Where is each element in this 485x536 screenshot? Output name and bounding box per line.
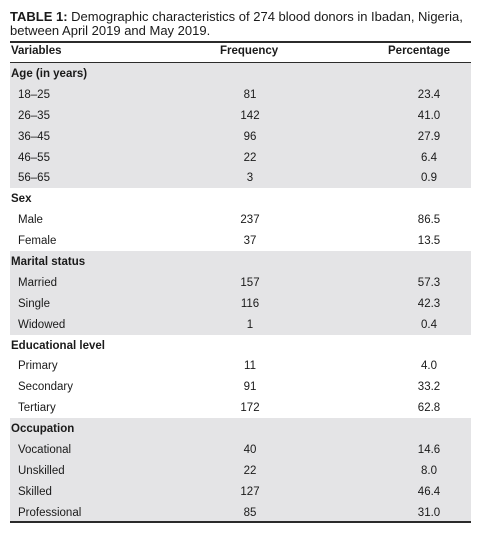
top-rule: [10, 41, 471, 43]
row-label: 26–35: [18, 109, 50, 122]
group-title: Age (in years): [11, 68, 88, 80]
row-frequency: 22: [243, 464, 257, 477]
row-label: 36–45: [18, 130, 50, 143]
table-row: Vocational 40 14.6: [10, 439, 471, 460]
table-group-header: Age (in years): [10, 63, 471, 84]
row-label: Skilled: [18, 485, 52, 498]
header-rule: [10, 62, 471, 63]
table-row: Unskilled 22 8.0: [10, 459, 471, 481]
row-label: Widowed: [18, 318, 66, 331]
table-row: Professional 85 31.0: [10, 501, 471, 523]
bottom-rule: [10, 521, 471, 523]
group-title: Marital status: [11, 256, 86, 269]
row-label: Male: [18, 214, 43, 227]
row-percentage: 8.0: [421, 464, 437, 477]
row-frequency: 11: [244, 360, 256, 373]
row-percentage: 33.2: [417, 381, 441, 394]
table-body: Age (in years) 18–25 81 23.4 26–35 142 41.0 36–…: [10, 63, 471, 523]
row-percentage: 0.4: [421, 318, 437, 331]
row-frequency: 37: [243, 235, 257, 248]
row-frequency: 91: [243, 381, 257, 394]
row-percentage: 6.4: [421, 151, 437, 164]
table-group-header: Sex: [10, 188, 471, 209]
table-caption: TABLE 1: Demographic characteristics of …: [10, 10, 478, 38]
row-frequency: 81: [243, 88, 257, 101]
row-label: Primary: [18, 360, 58, 373]
table-row: Skilled 127 46.4: [10, 480, 471, 502]
row-frequency: 172: [240, 402, 260, 415]
row-frequency: 3: [246, 172, 254, 185]
row-percentage: 4.0: [421, 360, 437, 373]
caption-label: TABLE 1:: [10, 9, 68, 24]
row-frequency: 96: [243, 130, 257, 143]
header-frequency: Frequency: [220, 45, 279, 57]
table-group-header: Occupation: [10, 418, 471, 440]
table-row: Married 157 57.3: [10, 271, 471, 293]
table-row: Tertiary 172 62.8: [10, 397, 471, 418]
group-title: Educational level: [11, 339, 105, 352]
row-percentage: 41.0: [417, 109, 441, 122]
row-percentage: 46.4: [417, 485, 441, 498]
table-row: 26–35 142 41.0: [10, 104, 471, 126]
table-row: 36–45 96 27.9: [10, 125, 471, 147]
row-percentage: 31.0: [417, 506, 441, 519]
row-percentage: 62.8: [417, 402, 441, 415]
row-frequency: 22: [243, 151, 257, 164]
row-label: Single: [18, 297, 50, 310]
row-label: 18–25: [18, 88, 50, 101]
caption-text: Demographic characteristics of 274 blood…: [10, 9, 463, 38]
row-frequency: 116: [240, 297, 260, 310]
row-label: 56–65: [18, 172, 50, 185]
table-row: Primary 11 4.0: [10, 355, 471, 376]
table-row: 56–65 3 0.9: [10, 167, 471, 189]
header-percentage: Percentage: [388, 45, 451, 57]
row-percentage: 42.3: [417, 297, 441, 310]
row-frequency: 237: [240, 214, 260, 227]
row-percentage: 14.6: [417, 444, 441, 457]
table-group-header: Marital status: [10, 251, 471, 272]
table-header: Variables Frequency Percentage: [10, 43, 471, 62]
row-frequency: 157: [240, 276, 260, 289]
row-label: Professional: [18, 506, 82, 519]
header-variables: Variables: [11, 45, 62, 57]
row-percentage: 13.5: [417, 235, 441, 248]
row-frequency: 142: [240, 109, 260, 122]
group-title: Sex: [11, 193, 32, 206]
row-frequency: 85: [243, 506, 257, 519]
table-row: Single 116 42.3: [10, 292, 471, 314]
table-row: Male 237 86.5: [10, 209, 471, 230]
row-frequency: 40: [243, 444, 257, 457]
table-group-header: Educational level: [10, 335, 471, 356]
row-label: Married: [18, 276, 57, 289]
row-label: Female: [18, 235, 57, 248]
row-label: Vocational: [18, 444, 72, 457]
table-row: Secondary 91 33.2: [10, 376, 471, 397]
table-row: Female 37 13.5: [10, 230, 471, 251]
row-label: Unskilled: [18, 464, 65, 477]
row-percentage: 27.9: [417, 130, 441, 143]
table-row: 18–25 81 23.4: [10, 83, 471, 105]
group-title: Occupation: [11, 423, 75, 436]
row-label: Tertiary: [18, 402, 56, 415]
table-row: Widowed 1 0.4: [10, 313, 471, 335]
row-frequency: 127: [240, 485, 260, 498]
row-percentage: 23.4: [417, 88, 441, 101]
row-percentage: 86.5: [417, 214, 441, 227]
row-percentage: 57.3: [417, 276, 441, 289]
row-frequency: 1: [246, 318, 254, 331]
row-label: Secondary: [18, 381, 73, 394]
row-percentage: 0.9: [421, 172, 437, 185]
table-row: 46–55 22 6.4: [10, 146, 471, 168]
row-label: 46–55: [18, 151, 50, 164]
